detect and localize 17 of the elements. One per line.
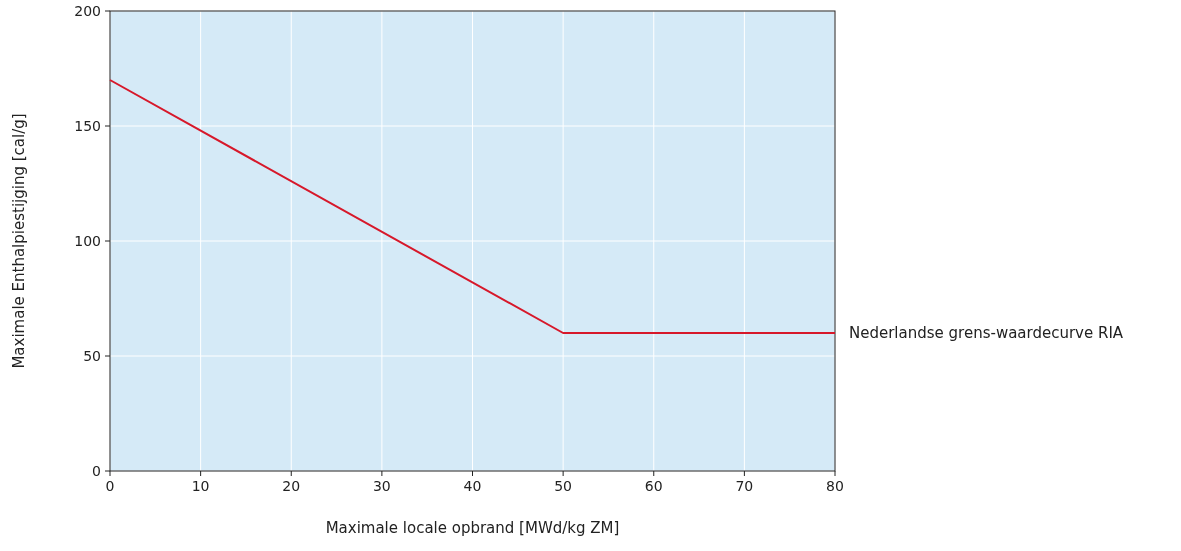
x-tick-label: 80: [826, 478, 844, 494]
y-tick-label: 100: [74, 233, 101, 249]
x-tick-label: 0: [105, 478, 115, 494]
y-tick-label: 50: [83, 348, 101, 364]
y-axis-title: Maximale Enthalpiestijging [cal/g]: [10, 113, 28, 369]
x-tick-label: 70: [735, 478, 754, 494]
y-tick-label: 200: [74, 3, 101, 19]
x-axis-title: Maximale locale opbrand [MWd/kg ZM]: [325, 519, 620, 537]
x-tick-label: 60: [644, 478, 663, 494]
x-tick-label: 50: [554, 478, 573, 494]
y-tick-label: 150: [74, 118, 101, 134]
x-tick-label: 30: [372, 478, 391, 494]
y-tick-label: 0: [92, 463, 101, 479]
x-tick-label: 40: [463, 478, 482, 494]
series-label: Nederlandse grens-waardecurve RIA: [849, 324, 1124, 342]
x-tick-label: 10: [191, 478, 210, 494]
x-tick-label: 20: [282, 478, 301, 494]
